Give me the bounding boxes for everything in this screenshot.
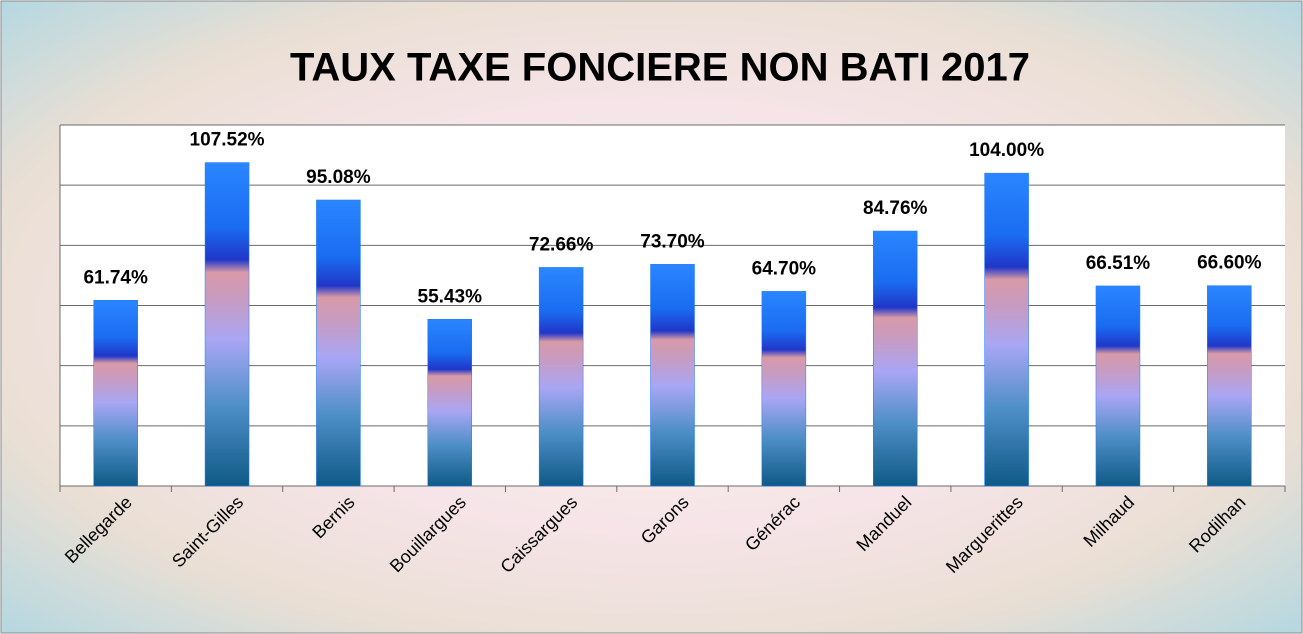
bar	[427, 318, 473, 487]
value-label: 104.00%	[969, 140, 1044, 161]
bar	[93, 300, 138, 487]
bar	[316, 199, 361, 487]
bar	[872, 230, 918, 487]
value-label: 95.08%	[306, 167, 371, 188]
value-label: 64.70%	[752, 258, 817, 279]
bar	[761, 291, 807, 487]
bar	[1207, 285, 1252, 487]
bar	[204, 162, 250, 487]
value-label: 84.76%	[863, 198, 928, 219]
bar	[650, 264, 695, 487]
value-label: 66.51%	[1086, 253, 1151, 274]
bar	[538, 267, 584, 487]
value-label: 55.43%	[418, 286, 483, 307]
chart-title: TAUX TAXE FONCIERE NON BATI 2017	[290, 46, 1030, 90]
value-label: 73.70%	[640, 231, 705, 252]
value-label: 107.52%	[190, 130, 265, 151]
value-label: 72.66%	[529, 234, 594, 255]
value-label: 61.74%	[83, 267, 148, 288]
value-label: 66.60%	[1197, 253, 1262, 274]
bar	[1095, 285, 1141, 487]
bar	[984, 172, 1029, 487]
